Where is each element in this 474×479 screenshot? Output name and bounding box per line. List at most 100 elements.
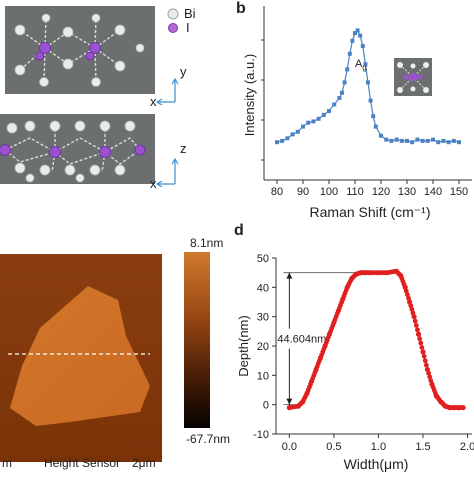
raman-data-point	[446, 140, 451, 145]
depth-y-axis-label: Depth(nm)	[236, 315, 251, 376]
raman-x-tick-label: 90	[297, 186, 309, 198]
depth-trace-point	[405, 292, 410, 298]
depth-trace-point	[343, 287, 349, 293]
raman-data-point	[311, 119, 316, 124]
depth-y-tick-label: 30	[257, 312, 269, 324]
raman-data-point	[301, 124, 305, 129]
depth-data-point	[415, 331, 422, 337]
raman-inset-structure	[394, 58, 432, 96]
raman-data-point	[332, 102, 337, 107]
depth-trace-point	[403, 288, 409, 294]
depth-trace-point	[373, 270, 379, 276]
side-view-bismuth-atoms	[0, 144, 146, 158]
depth-trace-point	[366, 270, 371, 276]
raman-data-point	[285, 136, 290, 141]
depth-y-tick-label: -10	[253, 429, 269, 441]
raman-data-point	[347, 51, 352, 56]
side-view-z-label: z	[180, 141, 187, 156]
depth-x-tick-label: 2.0	[460, 441, 474, 453]
depth-trace-point	[330, 323, 336, 328]
raman-data-point	[275, 140, 279, 145]
raman-data-point	[280, 138, 285, 143]
raman-data-point	[337, 96, 342, 100]
depth-trace-point	[412, 318, 418, 324]
raman-data-point	[316, 116, 321, 121]
depth-y-tick-label: 10	[257, 370, 269, 382]
top-view-iodine-atoms	[14, 13, 145, 87]
depth-trace-point	[409, 306, 415, 312]
raman-x-tick-label: 120	[372, 186, 390, 198]
depth-y-ticks: -10 0 10 20 30 40 50	[253, 253, 276, 441]
raman-data-point	[327, 109, 331, 113]
depth-trace-point	[410, 310, 416, 316]
raman-y-axis-label: Intensity (a.u.)	[242, 54, 257, 136]
depth-trace-point	[303, 392, 309, 398]
top-view-bismuth-atoms	[35, 42, 101, 61]
depth-y-tick-label: 50	[257, 253, 269, 265]
raman-data-point	[431, 137, 435, 142]
raman-data-point	[355, 28, 360, 33]
raman-data-point	[441, 138, 446, 143]
depth-trace-point	[417, 336, 423, 342]
depth-trace-point	[406, 295, 411, 301]
height-sensor-caption: Height Sensor	[44, 456, 121, 470]
raman-data-point	[436, 140, 441, 145]
raman-data-point	[373, 124, 378, 129]
depth-arrowhead-down	[286, 398, 293, 405]
legend-bismuth-label: Bi	[184, 6, 196, 21]
depth-data-point	[420, 349, 426, 355]
depth-trace-point	[408, 303, 414, 309]
side-view-axes	[155, 157, 179, 188]
raman-data-point	[368, 98, 373, 103]
depth-trace-point	[317, 358, 322, 364]
raman-chart: 80 90 100 110 120 130 140 150 Intensity (a.u.) …	[242, 6, 472, 220]
raman-data-point	[399, 138, 404, 143]
depth-x-axis-label: Width(μm)	[344, 456, 409, 472]
depth-y-tick-label: 20	[257, 341, 269, 353]
depth-trace-point	[459, 405, 465, 410]
panel-b-letter: b	[236, 0, 246, 17]
raman-data-point	[340, 90, 344, 95]
top-view-y-label: y	[180, 64, 187, 79]
depth-trace-point	[413, 323, 419, 328]
afm-image	[0, 252, 210, 462]
depth-annotation: 44.604nm	[277, 272, 357, 406]
raman-x-ticks: 80 90 100 110 120 130 140 150	[261, 39, 468, 198]
depth-trace-point	[419, 345, 425, 350]
depth-y-tick-label: 0	[263, 400, 269, 412]
depth-x-tick-label: 0.0	[282, 441, 297, 453]
scale-left-label: m	[2, 456, 12, 470]
raman-data-point	[410, 140, 415, 145]
top-view-axes	[155, 77, 179, 106]
depth-trace-point	[421, 353, 427, 359]
raman-data-point	[353, 31, 357, 35]
depth-trace-point	[415, 327, 420, 333]
legend-iodine-swatch	[168, 23, 178, 33]
side-view-x-label: x	[150, 176, 157, 191]
depth-y-tick-label: 40	[257, 282, 269, 294]
raman-data-point	[358, 33, 363, 38]
raman-peak-annotation: Ag	[355, 58, 367, 72]
depth-trace-point	[339, 299, 345, 305]
raman-x-axis-label: Raman Shift (cm⁻¹)	[310, 204, 431, 220]
depth-trace-point	[423, 362, 429, 368]
raman-data-point	[389, 138, 394, 143]
raman-data-point	[394, 137, 399, 142]
raman-data-point	[295, 129, 300, 134]
raman-data-point	[451, 138, 456, 143]
depth-trace-point	[312, 370, 318, 375]
colorbar-max-label: 8.1nm	[190, 236, 224, 250]
raman-series	[275, 28, 461, 145]
raman-data-point	[363, 62, 368, 67]
afm-colorbar	[184, 252, 210, 428]
scale-right-label: 2μm	[132, 456, 156, 470]
depth-trace-point	[426, 370, 431, 376]
depth-trace-point	[432, 390, 438, 396]
top-view-x-label: x	[150, 94, 157, 109]
raman-data-point	[342, 80, 347, 85]
depth-axes	[275, 258, 472, 435]
depth-trace-point	[401, 282, 407, 287]
raman-x-tick-label: 150	[450, 186, 468, 198]
depth-trace-point	[422, 358, 428, 364]
raman-data-point	[366, 80, 370, 85]
